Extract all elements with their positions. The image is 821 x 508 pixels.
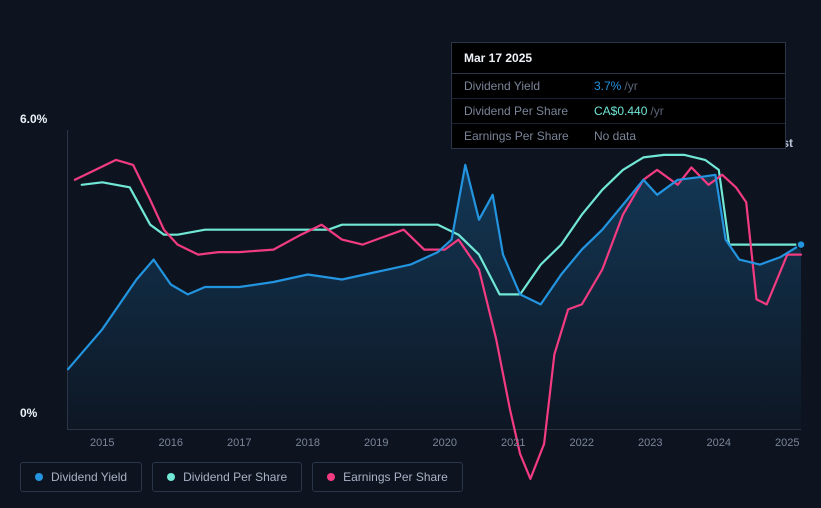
chart-container: Mar 17 2025 Dividend Yield3.7%/yrDividen… [20,20,801,448]
tooltip-label: Earnings Per Share [464,129,594,143]
legend-label: Dividend Per Share [183,470,287,484]
chart-svg [68,130,801,429]
x-tick: 2015 [90,437,114,449]
tooltip-value: 3.7%/yr [594,79,638,93]
plot-area[interactable]: Past 20152016201720182019202020212022202… [67,130,801,430]
x-tick: 2023 [638,437,662,449]
x-tick: 2024 [707,437,731,449]
x-tick: 2020 [433,437,457,449]
end-marker-dividend-yield [797,241,805,249]
legend-label: Dividend Yield [51,470,127,484]
x-tick: 2022 [570,437,594,449]
x-tick: 2016 [159,437,183,449]
tooltip-label: Dividend Per Share [464,104,594,118]
tooltip-value: CA$0.440/yr [594,104,664,118]
legend-item[interactable]: Dividend Per Share [152,462,302,492]
y-axis-min: 0% [20,406,37,420]
y-axis-max: 6.0% [20,112,47,126]
x-tick: 2018 [296,437,320,449]
tooltip-row: Dividend Per ShareCA$0.440/yr [452,99,785,124]
legend-item[interactable]: Dividend Yield [20,462,142,492]
area-dividend-yield [68,165,801,429]
x-tick: 2017 [227,437,251,449]
legend-dot [35,473,43,481]
tooltip-row: Earnings Per ShareNo data [452,124,785,148]
legend-label: Earnings Per Share [343,470,448,484]
tooltip-label: Dividend Yield [464,79,594,93]
chart-tooltip: Mar 17 2025 Dividend Yield3.7%/yrDividen… [451,42,786,149]
x-tick: 2019 [364,437,388,449]
legend-item[interactable]: Earnings Per Share [312,462,463,492]
legend-dot [167,473,175,481]
tooltip-date: Mar 17 2025 [452,43,785,74]
tooltip-value: No data [594,129,636,143]
legend-dot [327,473,335,481]
x-tick: 2025 [775,437,799,449]
x-tick: 2021 [501,437,525,449]
tooltip-row: Dividend Yield3.7%/yr [452,74,785,99]
legend: Dividend Yield Dividend Per Share Earnings… [20,462,463,492]
